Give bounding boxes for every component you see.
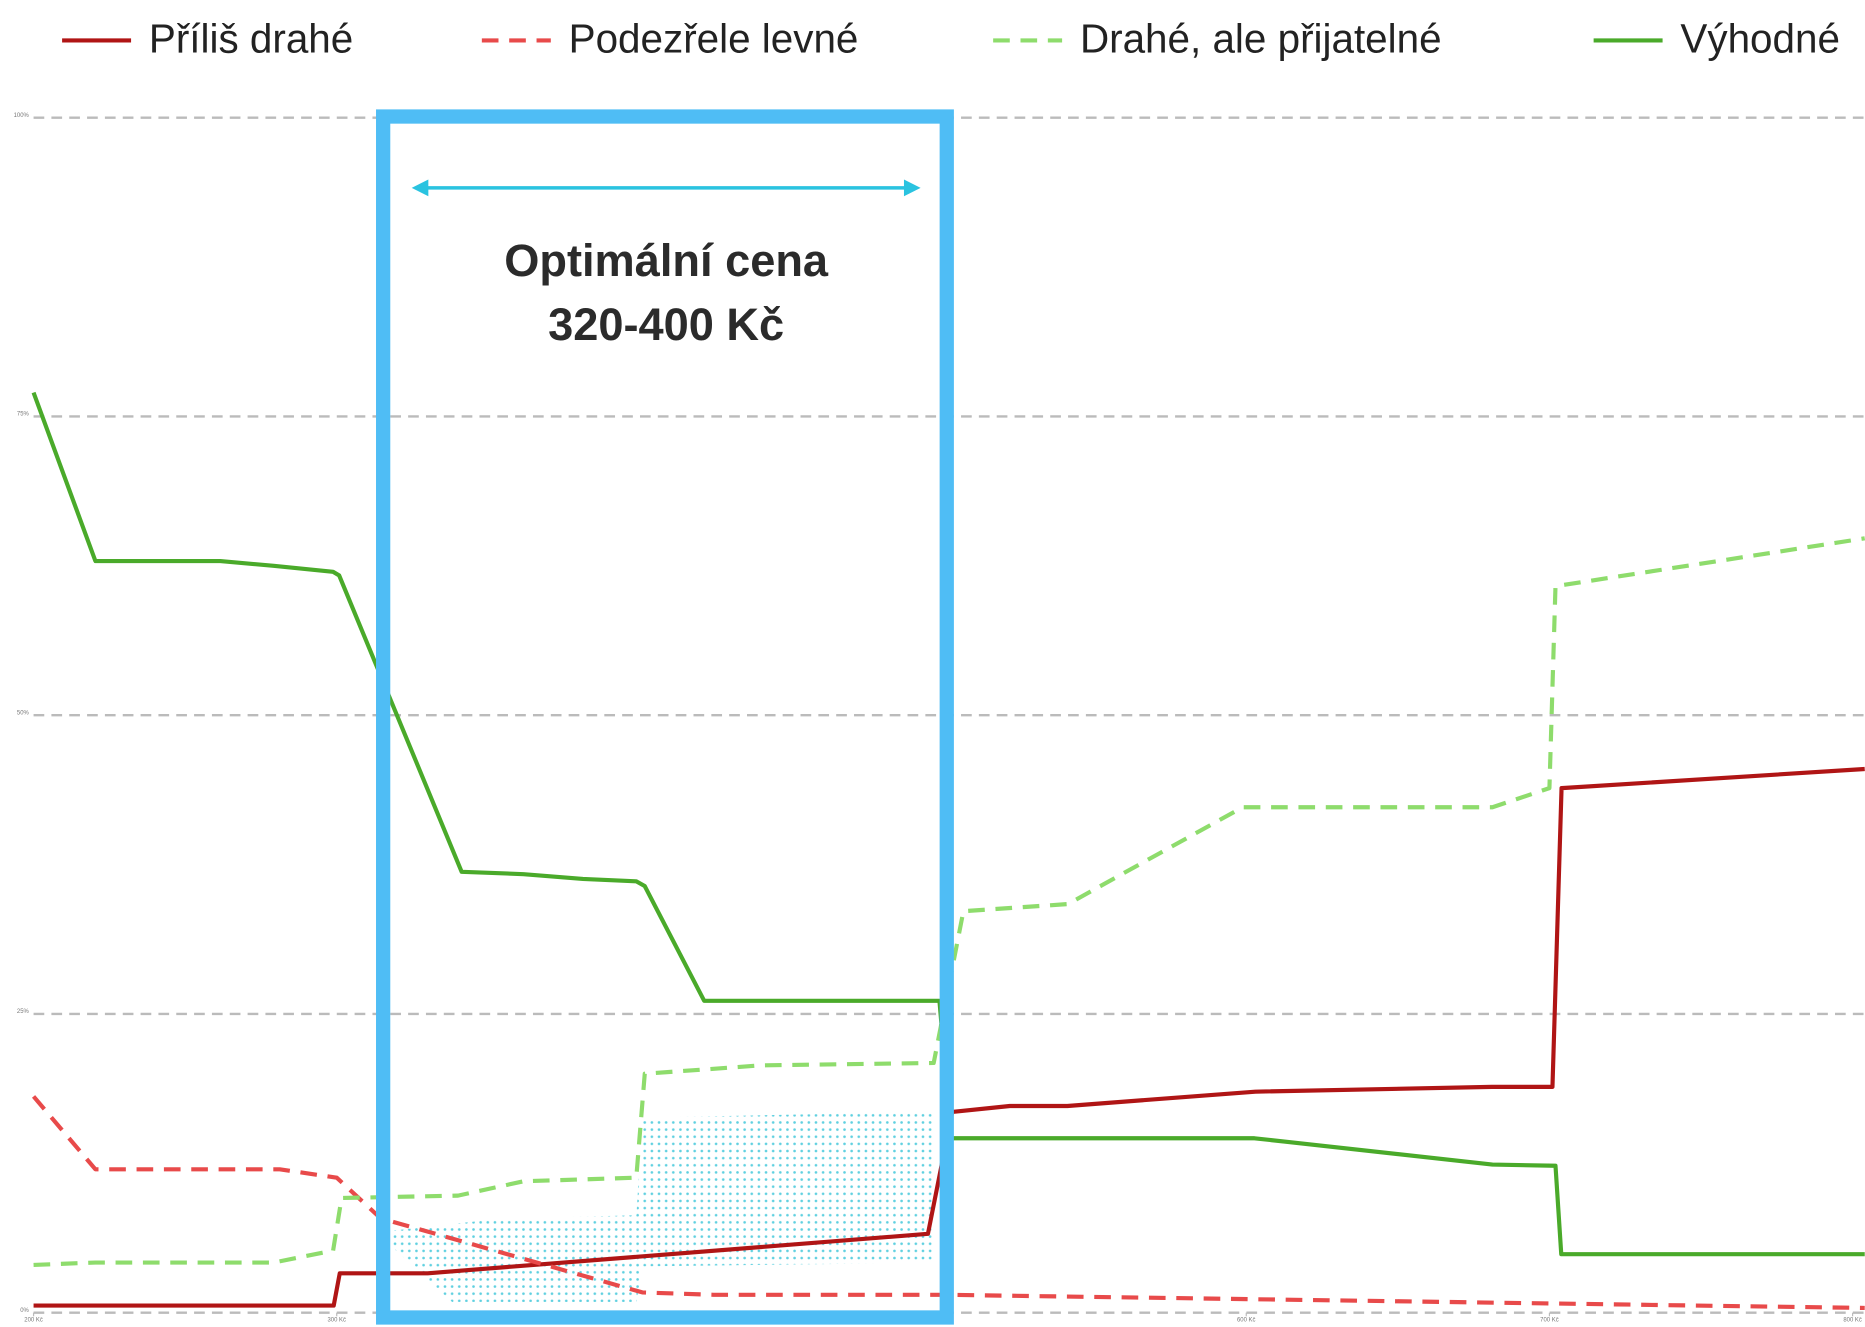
legend: Příliš drahé Podezřele levné Drahé, ale př… bbox=[62, 15, 1840, 61]
y-tick-label: 75% bbox=[17, 412, 30, 418]
grid: 0%25%50%75%100%200 Kč 300 Kč 400 Kč 500 Kč 6… bbox=[14, 113, 1865, 1323]
arrow-head bbox=[903, 179, 921, 197]
series-line bbox=[31, 391, 1865, 1257]
annotation: 320-400 Kč bbox=[548, 299, 784, 350]
annotation: Optimální cena bbox=[504, 235, 829, 286]
x-tick-label: 300 Kč bbox=[327, 1317, 346, 1323]
x-tick-label: 800 Kč bbox=[1843, 1317, 1862, 1323]
optimal-range-box bbox=[376, 109, 954, 1325]
legend-label: Výhodné bbox=[1680, 15, 1840, 61]
y-tick-label: 25% bbox=[17, 1009, 30, 1015]
shaded-area bbox=[378, 1111, 934, 1303]
arrow-head bbox=[411, 179, 429, 197]
series-line bbox=[33, 536, 1865, 1268]
x-tick-label: 600 Kč bbox=[1237, 1317, 1256, 1323]
x-tick-label: 700 Kč bbox=[1540, 1317, 1559, 1323]
legend-label: Drahé, ale přijatelné bbox=[1080, 15, 1442, 61]
legend-label: Příliš drahé bbox=[149, 15, 353, 61]
y-tick-label: 100% bbox=[14, 113, 30, 119]
y-tick-label: 50% bbox=[17, 710, 30, 716]
y-tick-label: 0% bbox=[20, 1308, 29, 1314]
legend-label: Podezřele levné bbox=[569, 15, 859, 61]
x-tick-label: 200 Kč bbox=[24, 1317, 43, 1323]
series-line bbox=[33, 766, 1865, 1308]
